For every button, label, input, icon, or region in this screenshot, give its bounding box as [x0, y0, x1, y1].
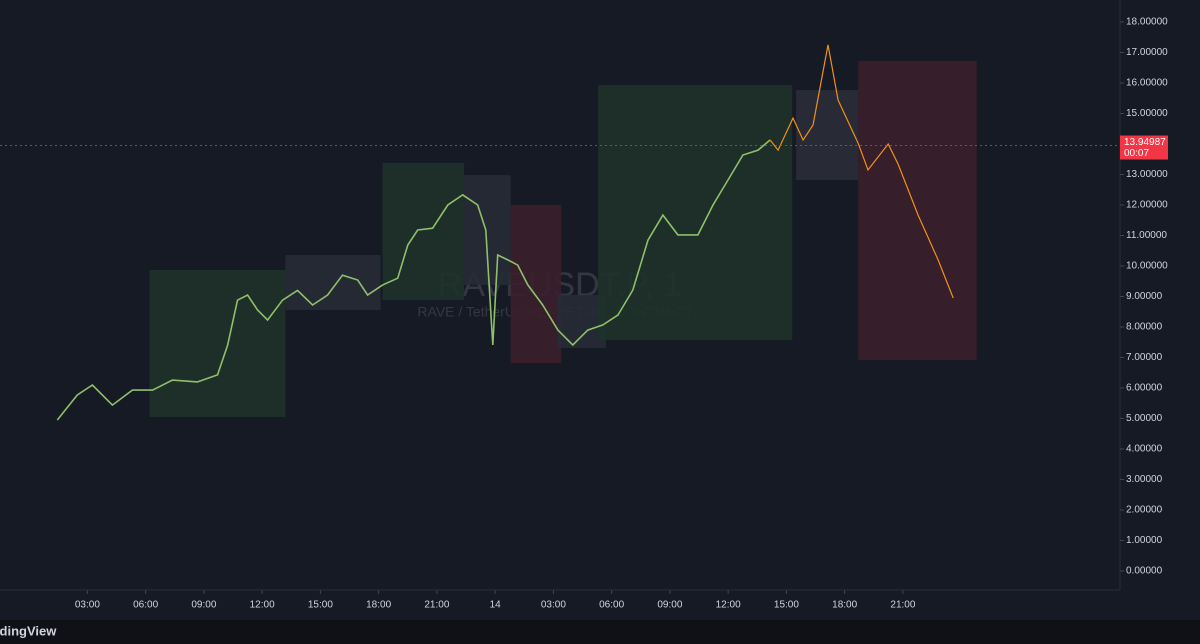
- y-tick-label: 11.00000: [1126, 230, 1167, 241]
- y-tick-label: 7.00000: [1126, 352, 1163, 363]
- x-tick-label: 18:00: [832, 600, 857, 611]
- x-tick-label: 09:00: [657, 600, 682, 611]
- y-tick-label: 0.00000: [1126, 566, 1163, 577]
- zone: [510, 205, 562, 363]
- y-tick-label: 12.00000: [1126, 200, 1168, 211]
- last-price-box: [1120, 135, 1168, 160]
- y-tick-label: 10.00000: [1126, 261, 1168, 272]
- y-tick-label: 4.00000: [1126, 444, 1163, 455]
- zone: [382, 162, 465, 301]
- x-tick-label: 03:00: [75, 600, 100, 611]
- zone: [557, 294, 606, 349]
- x-tick-label: 03:00: [541, 600, 566, 611]
- zone: [149, 269, 286, 417]
- x-tick-label: 09:00: [191, 600, 216, 611]
- y-tick-label: 2.00000: [1126, 505, 1163, 516]
- footer: [0, 620, 1200, 644]
- y-tick-label: 16.00000: [1126, 78, 1168, 89]
- y-tick-label: 18.00000: [1126, 17, 1168, 28]
- x-tick-label: 15:00: [774, 600, 799, 611]
- x-tick-label: 06:00: [133, 600, 158, 611]
- y-tick-label: 8.00000: [1126, 322, 1163, 333]
- y-tick-label: 9.00000: [1126, 291, 1163, 302]
- x-tick-label: 06:00: [599, 600, 624, 611]
- x-tick-label: 18:00: [366, 600, 391, 611]
- y-tick-label: 15.00000: [1126, 108, 1168, 119]
- countdown: 00:07: [1124, 148, 1149, 159]
- y-tick-label: 17.00000: [1126, 47, 1168, 58]
- zone: [858, 61, 977, 360]
- y-tick-label: 13.00000: [1126, 169, 1168, 180]
- price-line: [56, 139, 771, 421]
- x-tick-label: 12:00: [250, 600, 275, 611]
- x-tick-label: 15:00: [308, 600, 333, 611]
- zone: [796, 90, 859, 180]
- x-tick-label: 12:00: [716, 600, 741, 611]
- last-price-label: 13.94987: [1124, 137, 1166, 148]
- y-tick-label: 5.00000: [1126, 413, 1163, 424]
- y-tick-label: 6.00000: [1126, 383, 1163, 394]
- brand: TradingView: [0, 623, 57, 638]
- zone: [285, 255, 381, 310]
- y-tick-label: 1.00000: [1126, 535, 1163, 546]
- plot: 0.00000 1.00000 2.00000 3.00000 4.00000 5.000…: [0, 17, 1168, 611]
- x-tick-label: 21:00: [890, 600, 915, 611]
- price-line: [769, 44, 954, 299]
- y-tick-label: 3.00000: [1126, 474, 1163, 485]
- x-tick-label: 14: [490, 600, 502, 611]
- x-tick-label: 21:00: [424, 600, 449, 611]
- zone: [598, 85, 793, 341]
